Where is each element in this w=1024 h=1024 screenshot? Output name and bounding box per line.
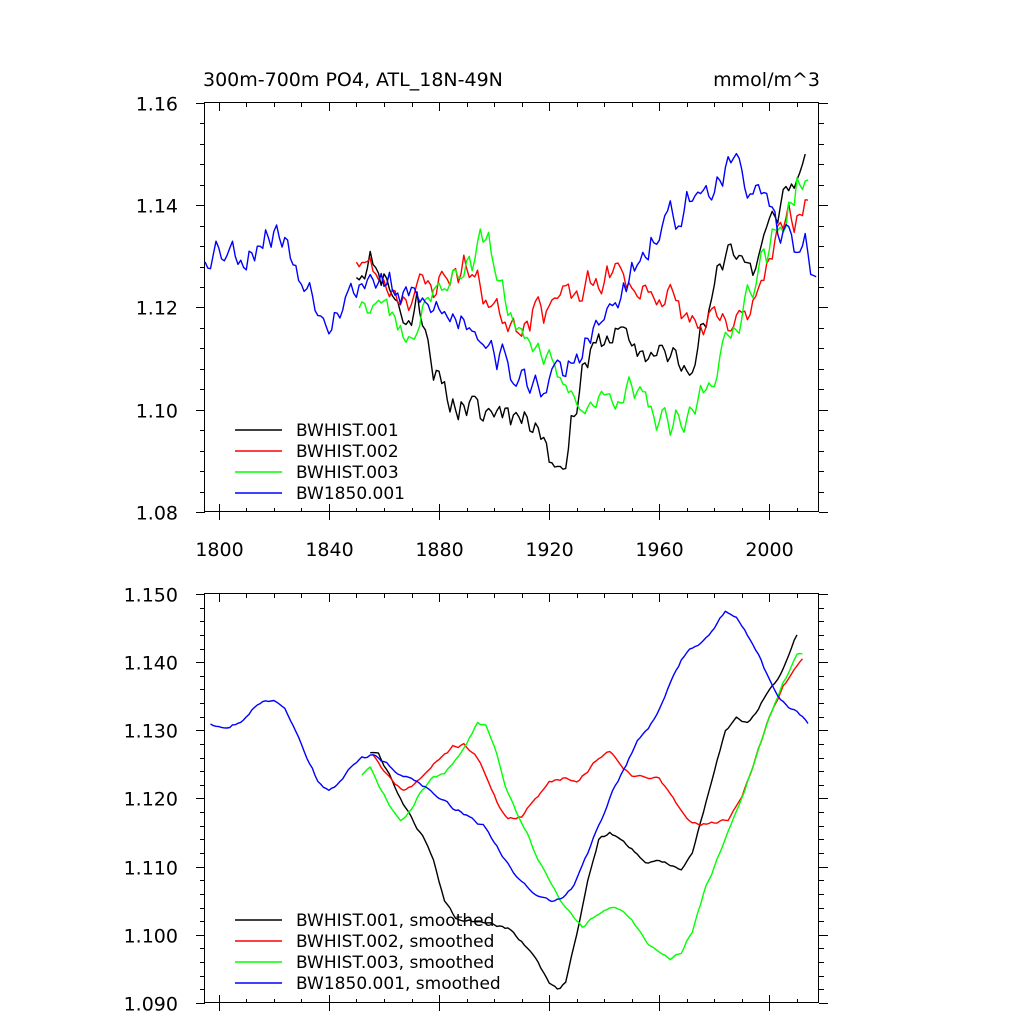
series-line-bwhist-001-smoothed (370, 634, 798, 990)
top-legend: BWHIST.001 BWHIST.002 BWHIST.003 BW1850.… (235, 421, 405, 504)
y-tick-label: 1.090 (124, 994, 178, 1016)
legend-label-bwhist-001-smoothed: BWHIST.001, smoothed (296, 911, 494, 931)
bottom-legend: BWHIST.001, smoothed BWHIST.002, smoothe… (235, 911, 501, 994)
y-tick-label: 1.150 (124, 585, 178, 607)
series-line-bwhist-003-smoothed (361, 652, 803, 961)
y-tick-label: 1.12 (136, 298, 178, 320)
x-tick-label: 1920 (525, 539, 573, 561)
legend-label-bwhist-002-smoothed: BWHIST.002, smoothed (296, 932, 494, 952)
legend-label-bwhist-003-smoothed: BWHIST.003, smoothed (296, 953, 494, 973)
series-line-bwhist-002 (355, 199, 809, 337)
y-tick-label: 1.110 (124, 858, 178, 880)
y-tick-label: 1.16 (136, 94, 178, 116)
series-line-bwhist-003 (358, 177, 809, 436)
y-tick-label: 1.08 (136, 503, 178, 525)
x-tick-label: 2000 (745, 539, 793, 561)
series-line-bw1850-001-smoothed (210, 610, 809, 903)
top-panel: 300m-700m PO4, ATL_18N-49N mmol/m^3 1800… (136, 69, 828, 561)
x-tick-label: 1800 (195, 539, 243, 561)
series-line-bw1850-001 (204, 152, 817, 398)
y-tick-label: 1.140 (124, 653, 178, 675)
top-axes: 1800 1840 1880 1920 1960 2000 1.08 1.10 1.12 1.14… (136, 94, 828, 561)
x-tick-label: 1960 (635, 539, 683, 561)
y-tick-label: 1.100 (124, 926, 178, 948)
bottom-series-group (210, 610, 809, 990)
legend-label-bwhist-002: BWHIST.002 (296, 442, 399, 462)
y-tick-label: 1.14 (136, 196, 178, 218)
bottom-axes: 1.090 1.100 1.110 1.120 1.130 1.140 1.150 (124, 585, 828, 1016)
y-tick-label: 1.120 (124, 789, 178, 811)
legend-label-bwhist-001: BWHIST.001 (296, 421, 399, 441)
y-tick-label: 1.10 (136, 401, 178, 423)
legend-label-bw1850-001-smoothed: BW1850.001, smoothed (296, 974, 501, 994)
top-series-group (204, 152, 817, 470)
bottom-panel: 1.090 1.100 1.110 1.120 1.130 1.140 1.150 BWHI… (124, 585, 828, 1016)
series-line-bwhist-002-smoothed (372, 658, 804, 827)
legend-label-bw1850-001: BW1850.001 (296, 484, 405, 504)
y-tick-label: 1.130 (124, 721, 178, 743)
units-label: mmol/m^3 (713, 69, 820, 91)
chart-title: 300m-700m PO4, ATL_18N-49N (203, 69, 503, 91)
series-line-bwhist-001 (355, 153, 806, 470)
legend-label-bwhist-003: BWHIST.003 (296, 463, 399, 483)
x-tick-label: 1840 (305, 539, 353, 561)
x-tick-label: 1880 (415, 539, 463, 561)
